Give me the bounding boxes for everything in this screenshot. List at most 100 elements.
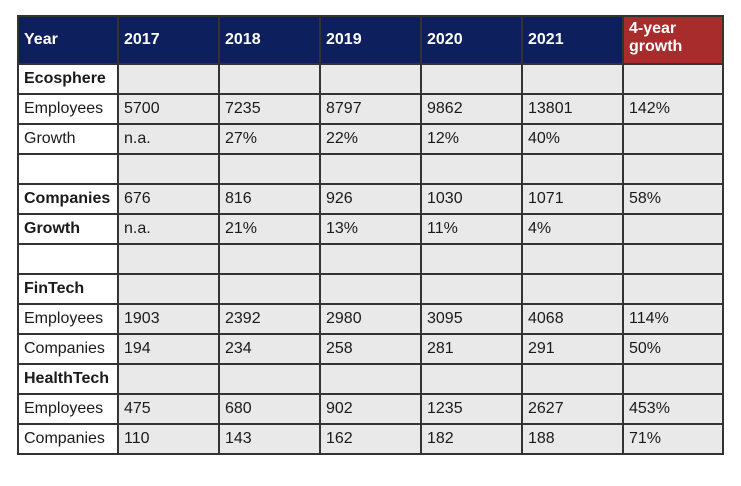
table-cell: 2980 [319, 303, 422, 335]
table-cell: 234 [218, 333, 321, 365]
table-cell [117, 273, 220, 305]
table-cell [622, 363, 724, 395]
table-cell: 453% [622, 393, 724, 425]
row-label: Companies [17, 183, 119, 215]
table-row: HealthTech [17, 363, 724, 395]
table-cell [319, 273, 422, 305]
table-cell [622, 63, 724, 95]
table-cell [319, 63, 422, 95]
table-cell: 11% [420, 213, 523, 245]
table-cell: 281 [420, 333, 523, 365]
table-row [17, 243, 724, 275]
table-cell: 1235 [420, 393, 523, 425]
table-cell: 142% [622, 93, 724, 125]
table-cell [319, 153, 422, 185]
table-cell [521, 363, 624, 395]
table-cell [117, 243, 220, 275]
table-cell: 12% [420, 123, 523, 155]
table-cell: 258 [319, 333, 422, 365]
header-2017: 2017 [117, 15, 220, 65]
table-cell: 182 [420, 423, 523, 455]
row-label: Employees [17, 303, 119, 335]
table-cell [117, 153, 220, 185]
table-row: Companies 194 234 258 281 291 50% [17, 333, 724, 365]
table-row: Ecosphere [17, 63, 724, 95]
header-4-year-growth: 4-year growth [622, 15, 724, 65]
table-cell: 1030 [420, 183, 523, 215]
table-cell: 2627 [521, 393, 624, 425]
table-cell [420, 153, 523, 185]
table-cell: 188 [521, 423, 624, 455]
table-cell [521, 273, 624, 305]
table-cell [521, 243, 624, 275]
row-label [17, 153, 119, 185]
table-cell: 13801 [521, 93, 624, 125]
table-cell: 58% [622, 183, 724, 215]
header-2018: 2018 [218, 15, 321, 65]
table-cell: 50% [622, 333, 724, 365]
table-cell: 7235 [218, 93, 321, 125]
table-row: Employees 475 680 902 1235 2627 453% [17, 393, 724, 425]
row-label: Growth [17, 213, 119, 245]
table-cell [420, 63, 523, 95]
table-cell [218, 363, 321, 395]
table-cell [420, 243, 523, 275]
table-cell [218, 153, 321, 185]
row-label: Ecosphere [17, 63, 119, 95]
table-cell [622, 273, 724, 305]
table-row: Companies 676 816 926 1030 1071 58% [17, 183, 724, 215]
table-cell: 2392 [218, 303, 321, 335]
table-row: Employees 5700 7235 8797 9862 13801 142% [17, 93, 724, 125]
row-label: Growth [17, 123, 119, 155]
table-body: Ecosphere Employees 5700 7235 8797 9862 13801 1… [17, 63, 724, 455]
table-cell: 902 [319, 393, 422, 425]
table-cell: 13% [319, 213, 422, 245]
table-cell: 21% [218, 213, 321, 245]
table-cell: 22% [319, 123, 422, 155]
table-cell: n.a. [117, 123, 220, 155]
header-2021: 2021 [521, 15, 624, 65]
table-row: Growth n.a. 27% 22% 12% 40% [17, 123, 724, 155]
table-cell: 162 [319, 423, 422, 455]
table-cell: 9862 [420, 93, 523, 125]
row-label: Companies [17, 423, 119, 455]
table-cell: 40% [521, 123, 624, 155]
table-cell [622, 153, 724, 185]
header-2020: 2020 [420, 15, 523, 65]
row-label: FinTech [17, 273, 119, 305]
table-row: FinTech [17, 273, 724, 305]
table-cell: 1903 [117, 303, 220, 335]
table-cell: 680 [218, 393, 321, 425]
table-cell: 71% [622, 423, 724, 455]
table-cell: 676 [117, 183, 220, 215]
table-row: Employees 1903 2392 2980 3095 4068 114% [17, 303, 724, 335]
table-cell [319, 363, 422, 395]
header-2019: 2019 [319, 15, 422, 65]
table-cell [319, 243, 422, 275]
header-year: Year [17, 15, 119, 65]
table-cell [521, 153, 624, 185]
table-cell [420, 363, 523, 395]
row-label: HealthTech [17, 363, 119, 395]
table-cell: 114% [622, 303, 724, 335]
table-cell [521, 63, 624, 95]
table-cell: 5700 [117, 93, 220, 125]
table-cell: 4068 [521, 303, 624, 335]
table-cell: 3095 [420, 303, 523, 335]
row-label: Employees [17, 93, 119, 125]
table-cell [420, 273, 523, 305]
table-container: Year 2017 2018 2019 2020 2021 4-year gro… [17, 15, 724, 455]
table-cell: 110 [117, 423, 220, 455]
row-label [17, 243, 119, 275]
table-cell [622, 123, 724, 155]
table-cell: 194 [117, 333, 220, 365]
table-cell [218, 63, 321, 95]
table-cell: 926 [319, 183, 422, 215]
table-cell: n.a. [117, 213, 220, 245]
table-cell: 27% [218, 123, 321, 155]
table-cell: 816 [218, 183, 321, 215]
table-cell [218, 243, 321, 275]
header-row: Year 2017 2018 2019 2020 2021 4-year gro… [17, 15, 724, 65]
row-label: Employees [17, 393, 119, 425]
table-cell: 475 [117, 393, 220, 425]
